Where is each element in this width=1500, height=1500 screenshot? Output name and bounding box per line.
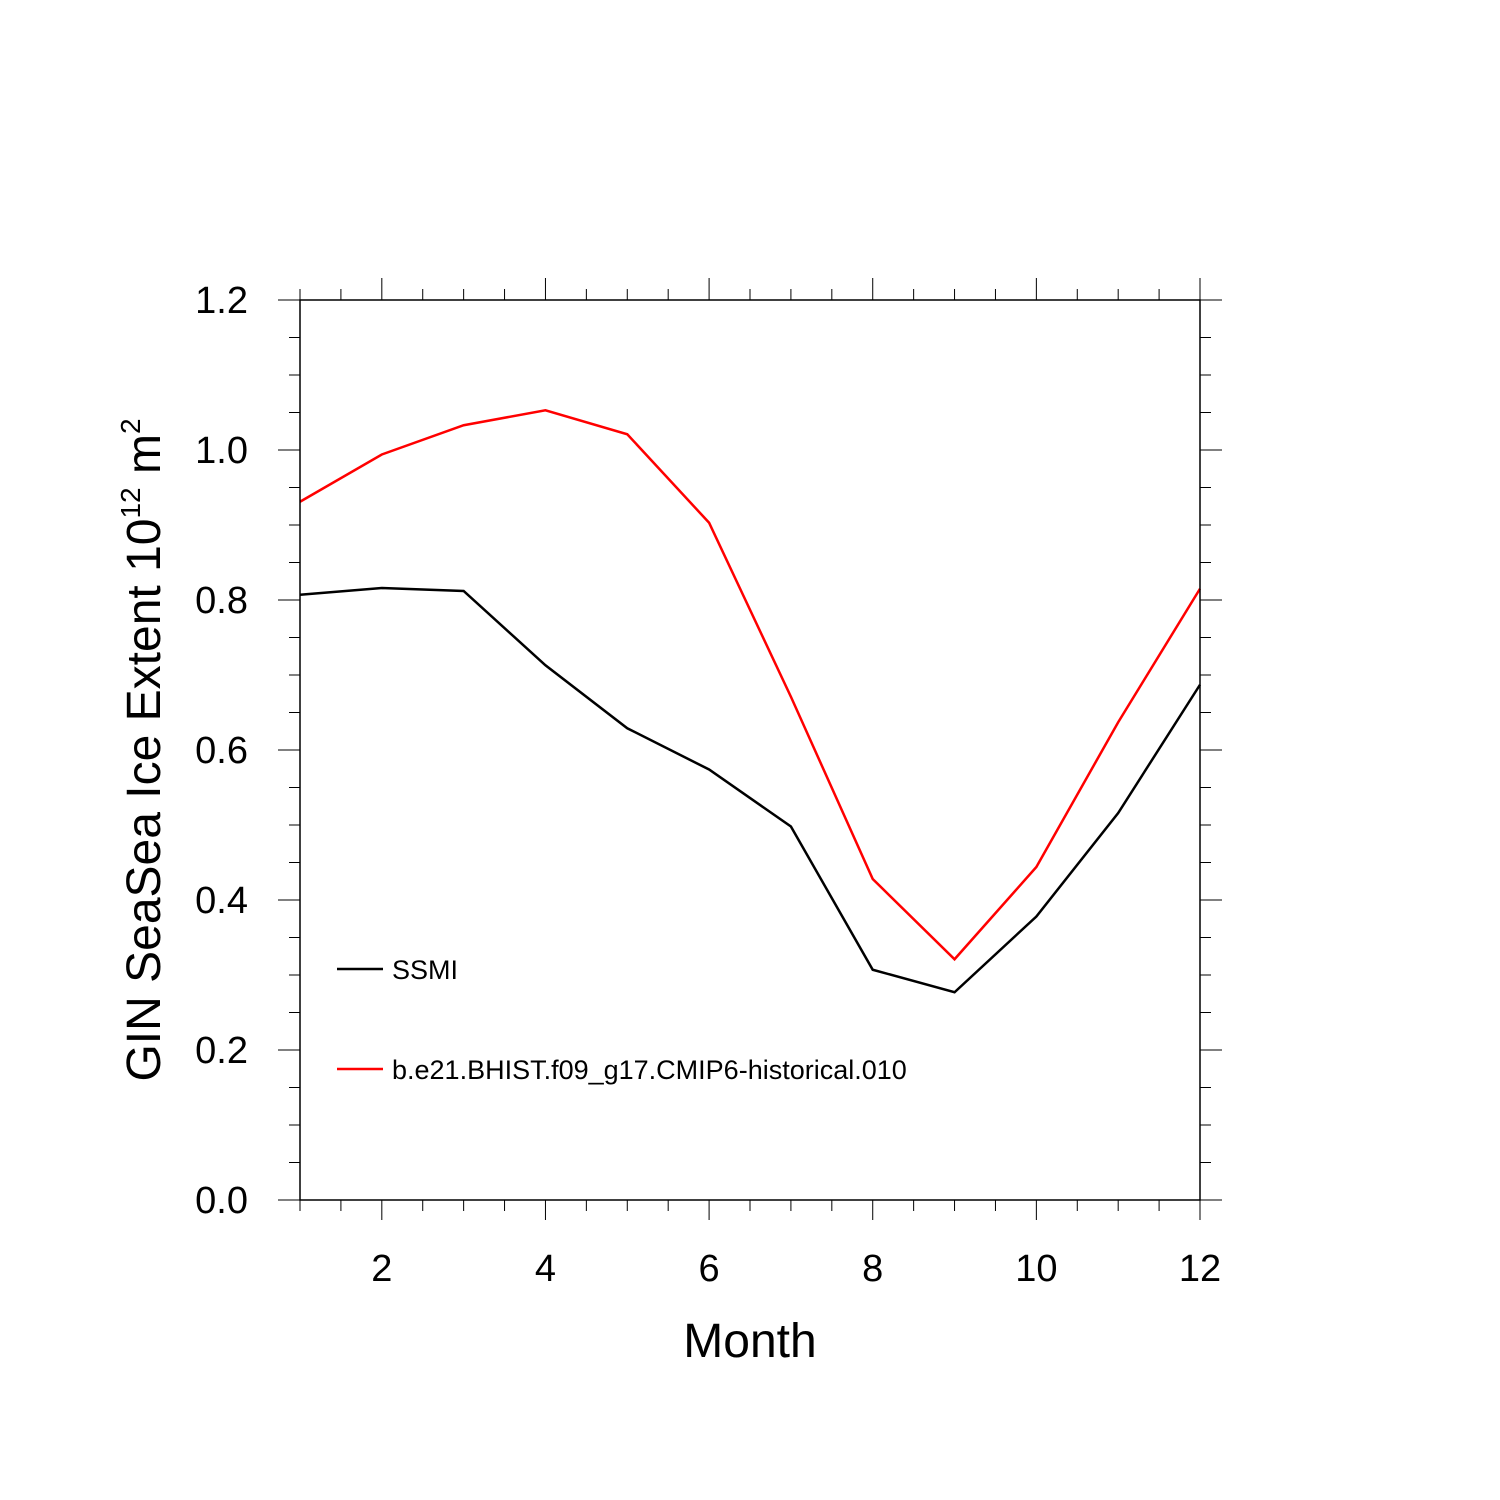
y-tick-label: 0.6 xyxy=(195,730,248,772)
y-tick-label: 0.4 xyxy=(195,880,248,922)
y-axis-title-exponent: 12 xyxy=(115,487,146,518)
y-tick-label: 1.2 xyxy=(195,280,248,322)
legend-label-model: b.e21.BHIST.f09_g17.CMIP6-historical.010 xyxy=(392,1055,907,1085)
y-axis-title-unit-exponent: 2 xyxy=(115,418,146,434)
y-axis-title-unit: m xyxy=(118,434,171,487)
legend: SSMI b.e21.BHIST.f09_g17.CMIP6-historica… xyxy=(337,955,907,1085)
x-tick-label: 8 xyxy=(862,1248,883,1290)
axis-ticks xyxy=(278,278,1222,1220)
y-tick-label: 0.0 xyxy=(195,1180,248,1222)
x-tick-label: 12 xyxy=(1179,1248,1221,1290)
y-tick-label: 0.8 xyxy=(195,580,248,622)
y-axis-title-main: GIN SeaSea Ice Extent 10 xyxy=(118,519,171,1082)
x-axis-title: Month xyxy=(683,1315,816,1368)
y-tick-label: 1.0 xyxy=(195,430,248,472)
x-tick-label: 2 xyxy=(371,1248,392,1290)
x-tick-label: 10 xyxy=(1015,1248,1057,1290)
y-tick-label: 0.2 xyxy=(195,1030,248,1072)
x-tick-label: 4 xyxy=(535,1248,556,1290)
y-axis-title: GIN SeaSea Ice Extent 1012 m2 xyxy=(115,418,171,1081)
series-line-model xyxy=(299,408,1202,962)
tick-labels: 2 4 6 8 10 12 0.0 0.2 0.4 0.6 0.8 1.0 1.2 xyxy=(195,280,1221,1290)
x-tick-label: 6 xyxy=(699,1248,720,1290)
plot-frame xyxy=(299,299,1201,1201)
legend-label-ssmi: SSMI xyxy=(392,955,458,985)
series-line-ssmi xyxy=(299,586,1202,994)
series-lines xyxy=(299,408,1202,994)
